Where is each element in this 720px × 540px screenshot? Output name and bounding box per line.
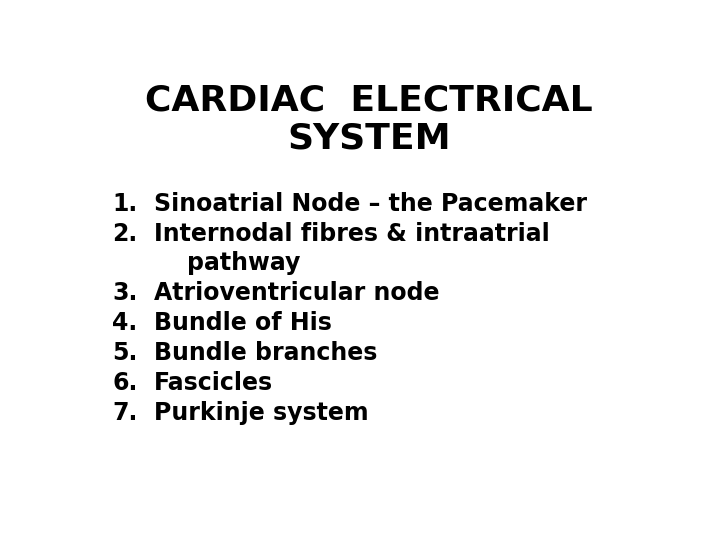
Text: Bundle of His: Bundle of His bbox=[154, 312, 332, 335]
Text: Fascicles: Fascicles bbox=[154, 371, 274, 395]
Text: CARDIAC  ELECTRICAL
SYSTEM: CARDIAC ELECTRICAL SYSTEM bbox=[145, 84, 593, 156]
Text: 1.: 1. bbox=[112, 192, 138, 215]
Text: 4.: 4. bbox=[112, 312, 138, 335]
Text: Internodal fibres & intraatrial: Internodal fibres & intraatrial bbox=[154, 221, 550, 246]
Text: Atrioventricular node: Atrioventricular node bbox=[154, 281, 440, 306]
Text: 7.: 7. bbox=[112, 401, 138, 425]
Text: Purkinje system: Purkinje system bbox=[154, 401, 369, 425]
Text: 2.: 2. bbox=[112, 221, 138, 246]
Text: 3.: 3. bbox=[112, 281, 138, 306]
Text: 6.: 6. bbox=[112, 371, 138, 395]
Text: Sinoatrial Node – the Pacemaker: Sinoatrial Node – the Pacemaker bbox=[154, 192, 588, 215]
Text: pathway: pathway bbox=[154, 252, 300, 275]
Text: Bundle branches: Bundle branches bbox=[154, 341, 377, 365]
Text: 5.: 5. bbox=[112, 341, 138, 365]
